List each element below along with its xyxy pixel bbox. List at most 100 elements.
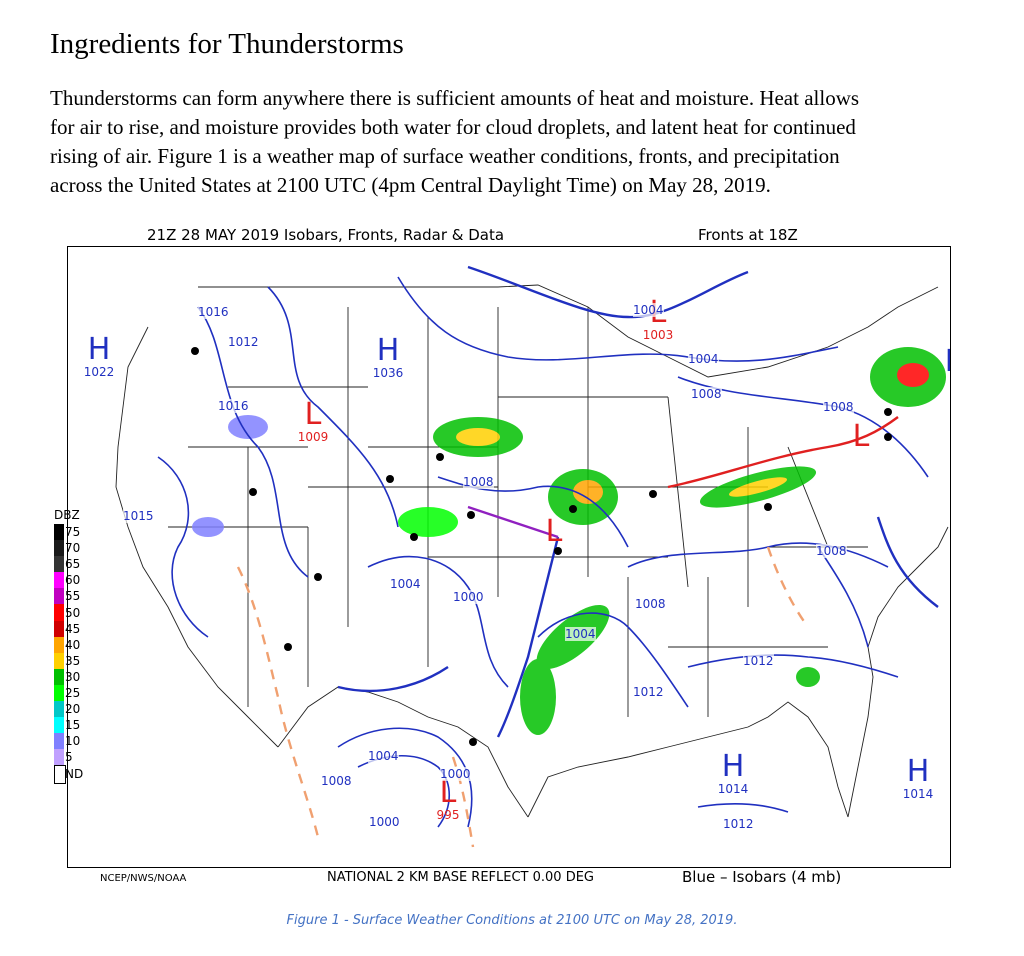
pressure-value: 1003	[642, 328, 674, 342]
high-pressure-center: H	[926, 347, 950, 377]
isobar-label: 1015	[123, 509, 154, 523]
pressure-symbol: H	[721, 749, 745, 784]
pressure-value: 1014	[902, 787, 934, 801]
legend-swatch	[54, 765, 66, 784]
isobar-label: 1008	[463, 475, 494, 489]
pressure-symbol: L	[439, 775, 457, 810]
legend-color-bar	[54, 524, 66, 784]
isobar-label: 1000	[369, 815, 400, 829]
legend-label: 35	[65, 653, 81, 668]
isobar-label: 1000	[453, 590, 484, 604]
legend-swatch	[54, 556, 64, 573]
weather-map: 21Z 28 MAY 2019 Isobars, Fronts, Radar &…	[50, 226, 970, 896]
legend-label: 70	[65, 541, 81, 556]
legend-swatch	[54, 620, 64, 637]
radar-echoes	[192, 347, 946, 735]
pressure-symbol: H	[906, 754, 930, 789]
footer-product: NATIONAL 2 KM BASE REFLECT 0.00 DEG	[327, 870, 595, 885]
figure-caption: Figure 1 - Surface Weather Conditions at…	[286, 913, 738, 928]
high-pressure-center: H 1014	[703, 749, 763, 797]
pressure-symbol: L	[852, 419, 870, 454]
isobar-label: 1008	[321, 774, 352, 788]
pressure-symbol: H	[376, 333, 400, 368]
legend-swatch	[54, 636, 64, 653]
cold-fronts	[337, 265, 939, 738]
legend-label: 75	[65, 525, 81, 539]
map-header: 21Z 28 MAY 2019 Isobars, Fronts, Radar &…	[50, 226, 970, 248]
isobar-label: 1008	[635, 597, 666, 611]
pressure-value: 1014	[717, 782, 749, 796]
isobar-label: 1012	[633, 685, 664, 699]
fronts-time-label: Fronts at 18Z	[698, 226, 798, 244]
intro-line: rising of air. Figure 1 is a weather map…	[50, 144, 840, 168]
legend-label: 50	[65, 605, 81, 620]
pressure-value: 1036	[372, 366, 404, 380]
legend-swatch	[54, 524, 64, 541]
map-canvas: H1022H1036L1009L1003LHLL995H1014H1014 10…	[67, 246, 951, 868]
pressure-symbol: L	[545, 514, 563, 549]
pressure-symbol: H	[926, 347, 950, 377]
intro-line: Thunderstorms can form anywhere there is…	[50, 86, 860, 110]
troughs	[236, 546, 809, 848]
isobar-label: 1012	[743, 654, 774, 668]
isobar-label: 1016	[198, 305, 229, 319]
legend-swatch	[54, 701, 64, 718]
isobar-label: 1000	[440, 767, 471, 781]
low-pressure-center: L	[831, 422, 891, 452]
legend-swatch	[54, 668, 64, 685]
legend-swatch	[54, 652, 64, 669]
legend-label: 55	[65, 589, 81, 604]
footer-source: NCEP/NWS/NOAA	[100, 873, 187, 884]
legend-label: ND	[65, 766, 84, 781]
high-pressure-center: H 1036	[358, 333, 418, 381]
isobar-label: 1012	[228, 335, 259, 349]
isobar-label: 1004	[633, 303, 664, 317]
station-markers	[191, 347, 892, 746]
intro-line: for air to rise, and moisture provides b…	[50, 115, 856, 139]
isobar-label: 1004	[368, 749, 399, 763]
legend-label: 45	[65, 621, 81, 636]
isobar-label: 1012	[723, 817, 754, 831]
legend-label: 60	[65, 573, 81, 588]
legend-title: DBZ	[54, 508, 80, 522]
legend-swatch	[54, 588, 64, 605]
page-heading: Ingredients for Thunderstorms	[50, 28, 404, 60]
legend-label: 15	[65, 718, 81, 733]
isobar-label: 1008	[823, 400, 854, 414]
isobar-label: 1004	[688, 352, 719, 366]
isobar-label: 1004	[565, 627, 596, 641]
low-pressure-center: L 1009	[283, 397, 343, 445]
legend-swatch	[54, 733, 64, 750]
legend-label: 40	[65, 637, 81, 652]
legend-swatch	[54, 540, 64, 557]
pressure-symbol: H	[87, 332, 111, 367]
isobar-label: 1008	[816, 544, 847, 558]
low-pressure-center: L 995	[418, 775, 478, 823]
low-pressure-center: L	[524, 517, 584, 547]
legend-swatch	[54, 684, 64, 702]
isobar-label: 1008	[691, 387, 722, 401]
legend-swatch	[54, 604, 64, 621]
warm-fronts	[467, 416, 899, 539]
legend-label: 65	[65, 557, 81, 572]
map-graphic	[115, 265, 949, 848]
high-pressure-center: H 1014	[888, 754, 948, 802]
pressure-value: 1022	[83, 365, 115, 379]
isobar-label: 1004	[390, 577, 421, 591]
legend-swatch	[54, 749, 64, 766]
footer-isobar-key: Blue – Isobars (4 mb)	[682, 868, 842, 886]
legend-swatch	[54, 572, 64, 589]
legend-label: 5	[65, 750, 73, 765]
legend-label: 20	[65, 702, 81, 717]
high-pressure-center: H 1022	[69, 332, 129, 380]
pressure-symbol: L	[304, 397, 322, 432]
map-title: 21Z 28 MAY 2019 Isobars, Fronts, Radar &…	[147, 226, 505, 244]
legend-swatch	[54, 717, 64, 734]
intro-paragraph: Thunderstorms can form anywhere there is…	[50, 84, 1024, 200]
legend-label: 30	[65, 669, 81, 684]
intro-line: across the United States at 2100 UTC (4p…	[50, 173, 771, 197]
isobars	[157, 276, 929, 828]
legend-label: 10	[65, 734, 81, 749]
pressure-value: 1009	[297, 430, 329, 444]
legend-label: 25	[65, 686, 81, 700]
